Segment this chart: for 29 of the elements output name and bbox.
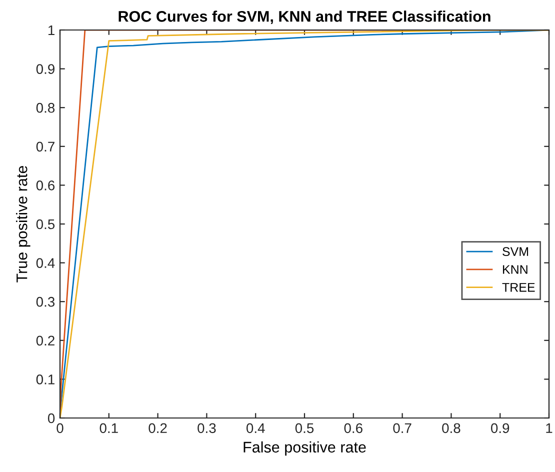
- x-tick-label: 0.5: [295, 423, 314, 434]
- x-axis-title: False positive rate: [244, 441, 366, 456]
- y-axis-title: True positive rate: [16, 166, 30, 282]
- y-tick-label: 0: [48, 413, 55, 424]
- y-tick-label: 0.9: [36, 64, 54, 74]
- x-tick-label: 0.1: [100, 423, 118, 434]
- y-tick-label: 0.5: [36, 219, 55, 230]
- chart-title: ROC Curves for SVM, KNN and TREE Classification: [118, 10, 490, 24]
- y-tick-label: 0.3: [36, 296, 55, 307]
- x-tick-label: 0.7: [393, 423, 412, 434]
- y-tick-label: 0.1: [36, 374, 54, 384]
- legend-label: KNN: [502, 265, 528, 274]
- x-tick-label: 0.2: [148, 423, 167, 434]
- y-tick-label: 0.4: [36, 258, 55, 268]
- y-tick-label: 0.6: [36, 180, 55, 190]
- legend-label: SVM: [502, 247, 528, 256]
- x-tick-label: 0.4: [246, 423, 265, 434]
- x-tick-label: 1: [546, 423, 552, 433]
- y-tick-label: 0.8: [36, 102, 55, 113]
- x-tick-label: 0.6: [344, 423, 362, 434]
- legend-label: TREE: [502, 283, 535, 292]
- y-tick-label: 1: [48, 25, 54, 36]
- x-tick-label: 0: [56, 423, 64, 434]
- x-tick-label: 0.3: [198, 423, 216, 434]
- y-tick-label: 0.2: [36, 336, 54, 346]
- x-tick-label: 0.8: [442, 423, 460, 434]
- line-series: [60, 30, 549, 418]
- x-tick-label: 0.9: [490, 423, 510, 434]
- y-tick-label: 0.7: [36, 142, 54, 152]
